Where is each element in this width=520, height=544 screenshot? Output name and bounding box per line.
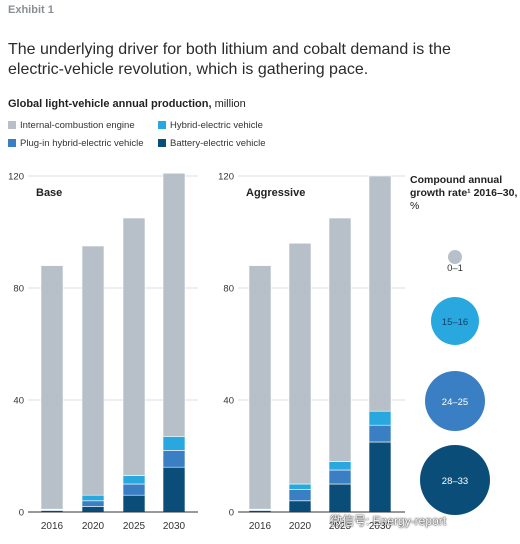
watermark: 微信号: Energy-report [330, 514, 447, 528]
bar-segment [122, 475, 146, 485]
bar-segment [81, 506, 105, 513]
bar-segment [368, 424, 392, 443]
bar-segment [162, 172, 186, 437]
bar-segment [122, 217, 146, 476]
bar-segment [81, 494, 105, 502]
x-tick-label: 2020 [82, 521, 105, 532]
legend-swatch-bev [158, 139, 166, 147]
cagr-bubble-label: 24–25 [442, 397, 468, 408]
x-tick-label: 2025 [123, 521, 146, 532]
panel-title: Base [36, 187, 62, 199]
y-tick-label: 40 [13, 396, 24, 407]
y-tick-label: 0 [19, 508, 24, 519]
legend-swatch-phev [8, 139, 16, 147]
bar-segment [81, 245, 105, 496]
y-tick-label: 80 [13, 284, 24, 295]
cagr-bubble [420, 445, 490, 515]
bar-segment [288, 489, 312, 502]
legend-swatch-ice [8, 121, 16, 129]
bar-segment [122, 483, 146, 496]
cagr-bubble [431, 297, 479, 345]
cagr-title-text: Compound annual growth rate¹ 2016–30, [410, 174, 518, 199]
panel-title: Aggressive [246, 187, 305, 199]
x-tick-label: 2016 [41, 521, 64, 532]
subtitle-unit: million [211, 98, 246, 110]
bar-segment [288, 500, 312, 513]
cagr-unit: % [410, 200, 420, 212]
bar-segment [122, 494, 146, 513]
bar-segment [368, 441, 392, 513]
legend-item-phev: Plug-in hybrid-electric vehicle [8, 138, 144, 149]
chart-subtitle: Global light-vehicle annual production, … [8, 98, 246, 110]
bar-segment [162, 466, 186, 513]
legend-item-hev: Hybrid-electric vehicle [158, 120, 263, 131]
y-tick-label: 0 [229, 508, 234, 519]
bar-segment [248, 265, 272, 510]
legend-item-bev: Battery-electric vehicle [158, 138, 266, 149]
x-tick-label: 2016 [249, 521, 272, 532]
bar-segment [328, 483, 352, 513]
headline: The underlying driver for both lithium a… [8, 41, 451, 78]
bar-segment [288, 242, 312, 485]
bar-segment [368, 410, 392, 426]
bar-segment [368, 175, 392, 412]
legend-swatch-hev [158, 121, 166, 129]
legend-item-ice: Internal-combustion engine [8, 120, 135, 131]
y-tick-label: 80 [223, 284, 234, 295]
legend-label-phev: Plug-in hybrid-electric vehicle [20, 138, 144, 149]
cagr-bubble [425, 371, 485, 431]
x-tick-label: 2030 [163, 521, 186, 532]
subtitle-main: Global light-vehicle annual production, [8, 98, 212, 110]
y-tick-label: 40 [223, 396, 234, 407]
legend-label-bev: Battery-electric vehicle [170, 138, 266, 149]
y-tick-label: 120 [8, 172, 24, 183]
bar-segment [288, 483, 312, 490]
cagr-bubble [448, 250, 462, 264]
x-tick-label: 2030 [369, 521, 392, 532]
exhibit-label: Exhibit 1 [8, 4, 54, 16]
cagr-bubble-label: 28–33 [442, 476, 468, 487]
legend-label-ice: Internal-combustion engine [20, 120, 135, 131]
bar-segment [162, 436, 186, 451]
bar-segment [40, 265, 64, 510]
cagr-bubble-label: 0–1 [447, 263, 463, 274]
x-tick-label: 2025 [329, 521, 352, 532]
cagr-title: Compound annual growth rate¹ 2016–30, % [410, 174, 520, 213]
bar-segment [162, 450, 186, 468]
bar-segment [328, 461, 352, 471]
y-tick-label: 120 [218, 172, 234, 183]
bar-segment [328, 217, 352, 462]
bar-segment [328, 469, 352, 485]
bar-segment [81, 500, 105, 507]
legend-label-hev: Hybrid-electric vehicle [170, 120, 263, 131]
x-tick-label: 2020 [289, 521, 312, 532]
cagr-bubble-label: 15–16 [442, 317, 468, 328]
